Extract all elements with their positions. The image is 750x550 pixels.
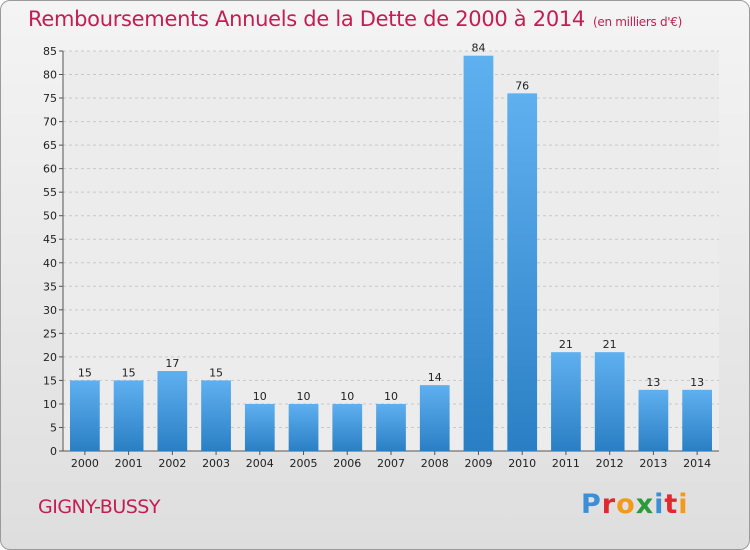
bar-value-label: 10 (297, 390, 311, 403)
y-tick-label: 55 (43, 186, 57, 199)
y-tick-label: 0 (50, 445, 57, 458)
logo-letter: P (581, 489, 602, 520)
x-tick-label: 2002 (158, 457, 186, 470)
bar (244, 403, 275, 451)
y-tick-label: 35 (43, 280, 57, 293)
bar-value-label: 21 (603, 338, 617, 351)
bar (113, 380, 144, 451)
bar-value-label: 15 (122, 366, 136, 379)
bar (419, 385, 450, 451)
bar (69, 380, 100, 451)
x-tick-label: 2009 (464, 457, 492, 470)
bar (638, 389, 669, 451)
x-tick-label: 2001 (115, 457, 143, 470)
x-tick-label: 2005 (290, 457, 318, 470)
logo-letter: t (664, 489, 679, 520)
y-tick-label: 30 (43, 304, 57, 317)
x-tick-label: 2014 (683, 457, 711, 470)
bar (463, 55, 494, 452)
x-tick-label: 2011 (552, 457, 580, 470)
bar (551, 352, 581, 451)
x-tick-label: 2004 (246, 457, 274, 470)
logo-letter: i (678, 489, 689, 520)
bar (157, 371, 188, 451)
logo-letter: x (635, 489, 655, 520)
y-tick-label: 60 (43, 163, 57, 176)
bar (594, 352, 625, 451)
bar (288, 403, 319, 451)
x-tick-label: 2006 (333, 457, 361, 470)
y-tick-label: 70 (43, 116, 57, 129)
bar-value-label: 10 (253, 390, 267, 403)
bar-value-label: 21 (559, 338, 573, 351)
y-tick-label: 40 (43, 257, 57, 270)
chart-title: Remboursements Annuels de la Dette de 20… (28, 7, 682, 31)
x-tick-label: 2000 (71, 457, 99, 470)
bar-value-label: 76 (515, 79, 529, 92)
x-tick-label: 2013 (639, 457, 667, 470)
bar-value-label: 17 (165, 357, 179, 370)
bar (376, 403, 406, 451)
y-tick-label: 65 (43, 139, 57, 152)
logo-letter: o (616, 489, 636, 520)
y-tick-label: 45 (43, 233, 57, 246)
y-tick-label: 80 (43, 69, 57, 82)
y-tick-label: 10 (43, 398, 57, 411)
x-tick-label: 2010 (508, 457, 536, 470)
y-tick-label: 50 (43, 210, 57, 223)
bar-value-label: 13 (690, 376, 704, 389)
y-tick-label: 5 (50, 421, 57, 434)
bar-value-label: 84 (471, 42, 485, 55)
bar-value-label: 13 (646, 376, 660, 389)
bar (507, 93, 538, 452)
x-tick-label: 2008 (421, 457, 449, 470)
proxiti-logo: Proxiti (581, 489, 689, 520)
y-tick-label: 75 (43, 92, 57, 105)
y-tick-label: 25 (43, 327, 57, 340)
y-tick-label: 20 (43, 351, 57, 364)
logo-letter: r (601, 489, 617, 520)
x-tick-label: 2007 (377, 457, 405, 470)
bar-value-label: 14 (428, 371, 442, 384)
y-tick-label: 15 (43, 374, 57, 387)
x-tick-label: 2012 (596, 457, 624, 470)
chart-title-text: Remboursements Annuels de la Dette de 20… (28, 7, 585, 31)
logo-letter: i (654, 489, 665, 520)
y-tick-label: 85 (43, 45, 57, 58)
x-tick-label: 2003 (202, 457, 230, 470)
bar (332, 403, 363, 451)
commune-name: GIGNY-BUSSY (38, 496, 160, 518)
chart-unit: (en milliers d'€) (593, 15, 683, 29)
bar-value-label: 10 (384, 390, 398, 403)
bar-value-label: 10 (340, 390, 354, 403)
bar-value-label: 15 (78, 366, 92, 379)
bar (682, 389, 713, 451)
bar-value-label: 15 (209, 366, 223, 379)
bar (201, 380, 231, 451)
